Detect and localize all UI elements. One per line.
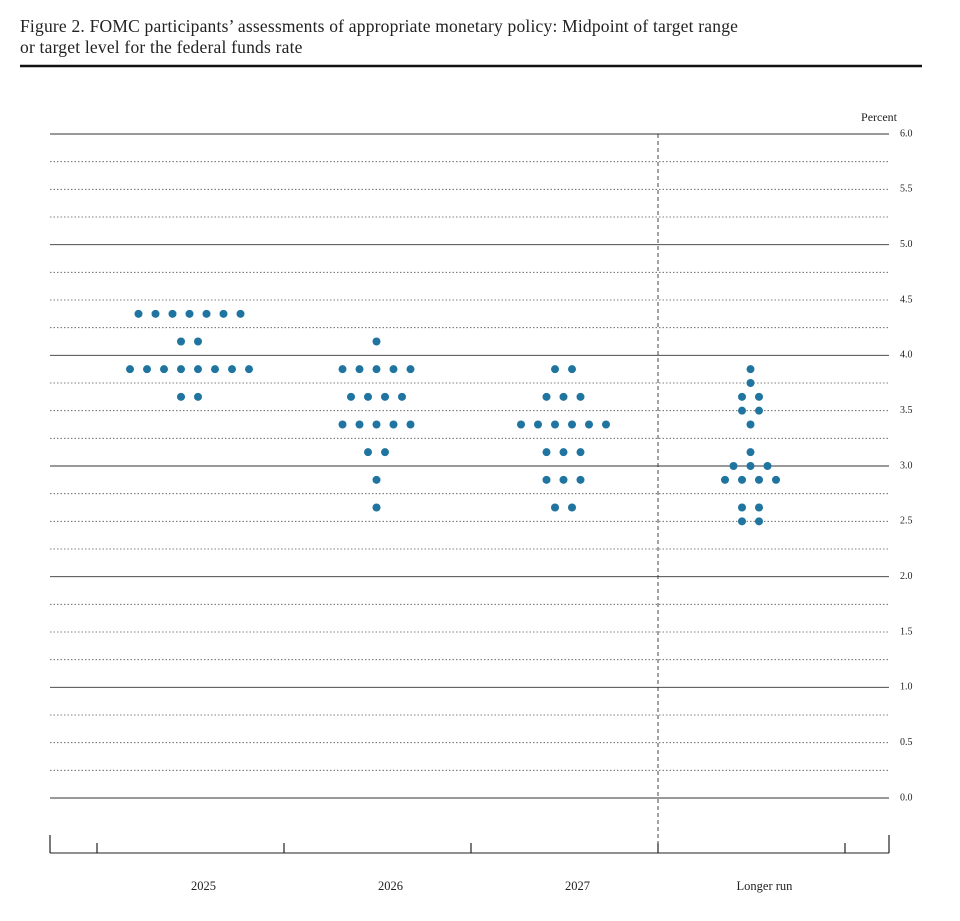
dot (194, 337, 202, 346)
dot (517, 420, 525, 429)
x-tick-label: Longer run (737, 879, 794, 893)
x-tick-label: 2025 (191, 879, 216, 893)
dot (126, 365, 134, 374)
y-tick-label: 5.5 (900, 184, 913, 195)
dot (381, 448, 389, 457)
dot (338, 365, 347, 374)
dot (372, 503, 381, 512)
dot (738, 503, 746, 512)
dot (347, 392, 355, 401)
dot (364, 448, 372, 457)
y-tick-label: 0.0 (900, 792, 913, 803)
y-tick-label: 2.5 (900, 516, 913, 527)
dot (177, 392, 185, 401)
dot (372, 337, 381, 346)
dot (755, 406, 763, 415)
dot (602, 420, 610, 429)
dot (542, 448, 551, 457)
y-tick-label: 6.0 (900, 128, 913, 139)
dot (542, 392, 551, 401)
dot (721, 475, 729, 484)
dot (534, 420, 542, 429)
dot (406, 420, 415, 429)
dot (372, 420, 381, 429)
y-tick-label: 5.0 (900, 239, 913, 250)
x-tick-label: 2027 (565, 879, 590, 893)
x-tick-label: 2026 (378, 879, 403, 893)
dot (389, 420, 398, 429)
dot (202, 309, 211, 318)
dot (746, 420, 755, 429)
y-tick-label: 2.0 (900, 571, 913, 582)
dot (755, 503, 763, 512)
dot (551, 420, 559, 429)
dot (134, 309, 143, 318)
dot (372, 475, 381, 484)
dot (160, 365, 168, 374)
y-tick-label: 4.5 (900, 294, 913, 305)
dot (755, 475, 763, 484)
dot (228, 365, 236, 374)
y-axis-label: Percent (861, 110, 898, 124)
dot (772, 475, 780, 484)
dot (576, 392, 585, 401)
dot (551, 503, 559, 512)
dot (151, 309, 160, 318)
dot (194, 365, 202, 374)
dot (559, 448, 568, 457)
dot (406, 365, 415, 374)
dot (568, 420, 576, 429)
chart-title: or target level for the federal funds ra… (20, 37, 303, 57)
y-tick-label: 1.5 (900, 626, 913, 637)
dot (177, 365, 185, 374)
dot (568, 365, 576, 374)
dot (177, 337, 185, 346)
dot (576, 448, 585, 457)
dot (381, 392, 389, 401)
y-tick-label: 3.0 (900, 460, 913, 471)
dot (355, 365, 364, 374)
dot (746, 462, 755, 470)
dot (738, 406, 746, 415)
dot (245, 365, 253, 374)
dot (542, 475, 551, 484)
dot (568, 503, 576, 512)
dot (729, 462, 738, 470)
dot (746, 448, 755, 457)
y-tick-label: 1.0 (900, 682, 913, 693)
dot (738, 517, 746, 526)
dot (338, 420, 347, 429)
dot (398, 392, 406, 401)
dot (355, 420, 364, 429)
dot (746, 379, 755, 387)
y-tick-label: 4.0 (900, 350, 913, 361)
dot (585, 420, 593, 429)
dot (755, 392, 763, 401)
dot (559, 475, 568, 484)
dot (211, 365, 219, 374)
dot (143, 365, 151, 374)
dot (738, 475, 746, 484)
dot (194, 392, 202, 401)
dot (738, 392, 746, 401)
y-tick-label: 0.5 (900, 737, 913, 748)
dot (763, 462, 772, 470)
dot (372, 365, 381, 374)
dot (559, 392, 568, 401)
dot (236, 309, 245, 318)
dot (389, 365, 398, 374)
dot (364, 392, 372, 401)
dot (755, 517, 763, 526)
dot (168, 309, 177, 318)
chart-title: Figure 2. FOMC participants’ assessments… (20, 16, 738, 36)
dot (185, 309, 194, 318)
dot (551, 365, 559, 374)
y-tick-label: 3.5 (900, 405, 913, 416)
dot (576, 475, 585, 484)
dot (219, 309, 228, 318)
dot (746, 365, 755, 374)
